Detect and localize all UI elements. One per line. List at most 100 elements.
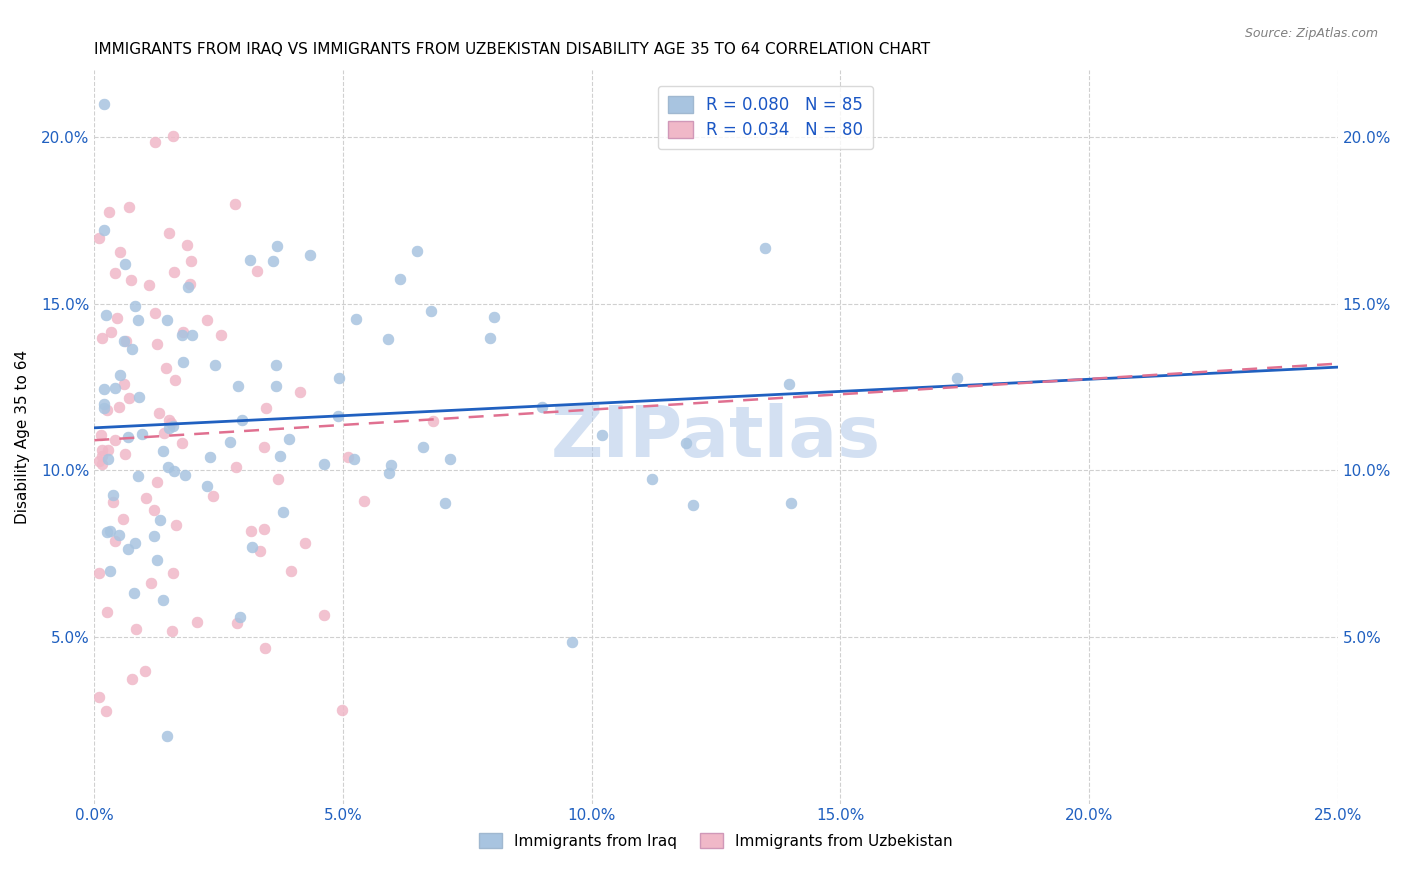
Point (209, 327, 232, 342)
Point (591, 427, 613, 442)
Point (179, 277, 201, 292)
Point (180, 254, 202, 268)
Point (262, 253, 284, 268)
Point (380, 458, 402, 473)
Point (201, 489, 224, 503)
Point (93, 223, 115, 237)
Point (439, 451, 461, 466)
Point (246, 264, 269, 278)
Point (412, 441, 434, 455)
Point (157, 421, 180, 435)
Point (96, 308, 118, 322)
Point (162, 566, 184, 580)
Point (231, 413, 253, 427)
Point (139, 576, 162, 591)
Point (328, 371, 350, 385)
Point (434, 496, 457, 510)
Point (256, 401, 278, 415)
Point (117, 541, 139, 556)
Point (152, 443, 174, 458)
Point (266, 239, 288, 253)
Point (91, 457, 114, 471)
Point (125, 622, 148, 636)
Point (754, 241, 776, 255)
Point (143, 306, 166, 320)
Point (146, 337, 169, 351)
Point (478, 331, 501, 345)
Point (249, 544, 271, 558)
Point (89, 454, 111, 468)
Text: Source: ZipAtlas.com: Source: ZipAtlas.com (1244, 27, 1378, 40)
Point (142, 503, 165, 517)
Point (163, 265, 186, 279)
Point (330, 702, 353, 716)
Point (224, 197, 246, 211)
Point (153, 425, 176, 440)
Point (121, 342, 143, 356)
Text: IMMIGRANTS FROM IRAQ VS IMMIGRANTS FROM UZBEKISTAN DISABILITY AGE 35 TO 64 CORRE: IMMIGRANTS FROM IRAQ VS IMMIGRANTS FROM … (94, 42, 931, 57)
Point (160, 416, 183, 430)
Point (108, 400, 131, 414)
Point (138, 277, 160, 292)
Point (97, 205, 120, 219)
Point (163, 373, 186, 387)
Point (103, 434, 125, 448)
Point (124, 536, 146, 550)
Point (422, 414, 444, 428)
Point (94, 704, 117, 718)
Point (186, 615, 208, 629)
Point (176, 238, 198, 252)
Point (780, 496, 803, 510)
Point (337, 450, 360, 465)
Point (484, 310, 506, 324)
Point (146, 475, 169, 489)
Point (240, 540, 263, 554)
Point (344, 312, 367, 326)
Point (149, 513, 172, 527)
Point (198, 450, 221, 465)
Point (114, 447, 136, 461)
Point (254, 641, 277, 656)
Point (172, 325, 194, 339)
Point (294, 536, 316, 550)
Point (135, 491, 157, 505)
Point (253, 522, 276, 536)
Point (89, 231, 111, 245)
Point (181, 328, 204, 343)
Point (163, 464, 186, 478)
Point (115, 334, 138, 348)
Point (353, 494, 375, 508)
Point (531, 400, 554, 414)
Point (146, 553, 169, 567)
Point (778, 376, 800, 391)
Point (675, 436, 697, 450)
Point (682, 498, 704, 512)
Point (204, 358, 226, 372)
Point (157, 226, 180, 240)
Point (117, 391, 139, 405)
Point (165, 518, 187, 533)
Point (105, 310, 128, 325)
Point (91, 443, 114, 458)
Point (120, 273, 142, 287)
Point (98, 524, 121, 539)
Point (90, 450, 112, 464)
Point (172, 435, 194, 450)
Point (226, 616, 249, 631)
Point (90, 331, 112, 345)
Point (114, 257, 136, 271)
Point (104, 266, 127, 280)
Point (157, 413, 180, 427)
Point (101, 488, 124, 502)
Point (96, 403, 118, 417)
Point (103, 495, 125, 509)
Point (142, 529, 165, 543)
Point (97, 451, 120, 466)
Point (131, 427, 153, 442)
Point (89, 566, 111, 580)
Point (299, 248, 322, 262)
Point (312, 608, 335, 623)
Point (229, 610, 252, 624)
Point (104, 381, 127, 395)
Point (156, 729, 179, 743)
